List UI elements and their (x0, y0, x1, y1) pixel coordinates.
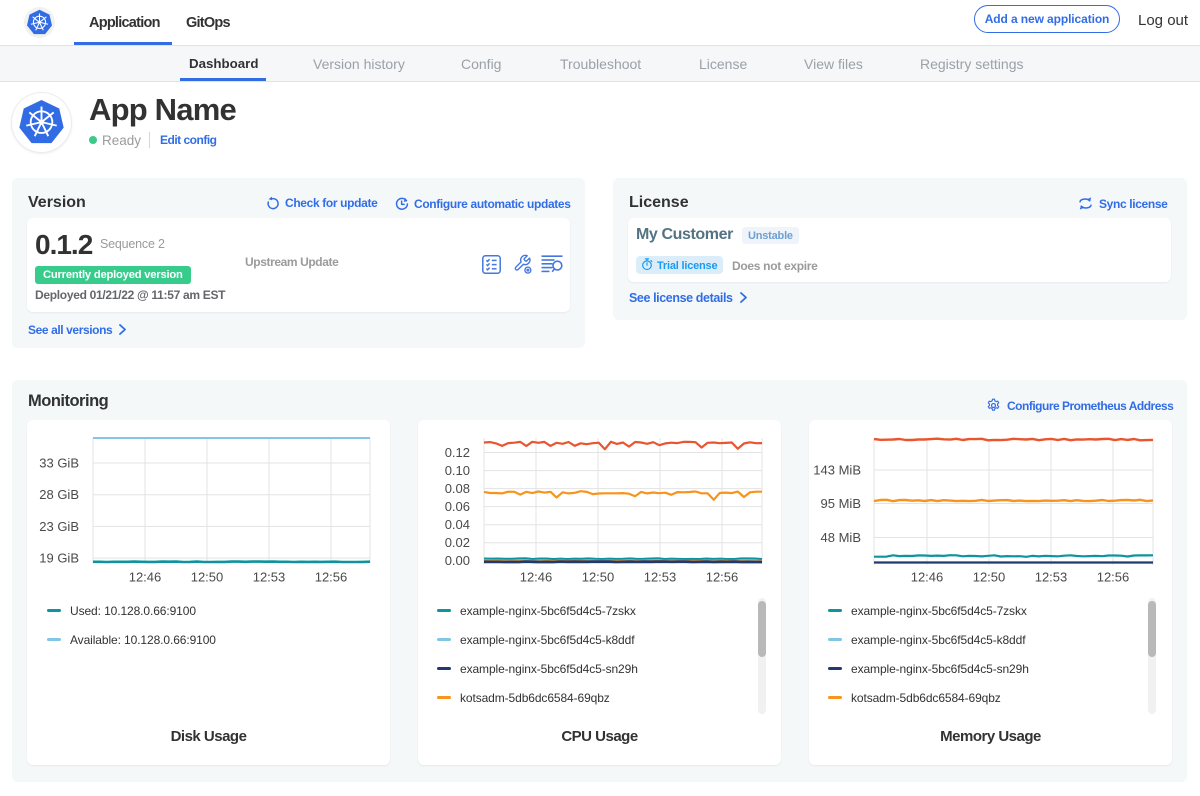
svg-text:48 MiB: 48 MiB (821, 530, 861, 545)
svg-text:0.00: 0.00 (445, 553, 470, 568)
svg-text:33 GiB: 33 GiB (39, 456, 79, 471)
svg-text:0.04: 0.04 (445, 517, 470, 532)
svg-text:12:50: 12:50 (582, 570, 615, 585)
svg-text:12:50: 12:50 (973, 570, 1006, 585)
svg-text:0.10: 0.10 (445, 463, 470, 478)
svg-text:143 MiB: 143 MiB (813, 463, 861, 478)
svg-text:12:46: 12:46 (911, 570, 944, 585)
svg-text:0.02: 0.02 (445, 535, 470, 550)
svg-text:12:56: 12:56 (706, 570, 739, 585)
svg-text:12:53: 12:53 (1035, 570, 1068, 585)
svg-text:19 GiB: 19 GiB (39, 551, 79, 566)
svg-text:0.06: 0.06 (445, 499, 470, 514)
svg-text:28 GiB: 28 GiB (39, 487, 79, 502)
svg-text:12:53: 12:53 (253, 570, 286, 585)
svg-text:0.08: 0.08 (445, 481, 470, 496)
svg-text:0.12: 0.12 (445, 445, 470, 460)
svg-text:12:46: 12:46 (520, 570, 553, 585)
svg-text:12:46: 12:46 (129, 570, 162, 585)
svg-text:12:56: 12:56 (315, 570, 348, 585)
svg-text:12:50: 12:50 (191, 570, 224, 585)
svg-text:23 GiB: 23 GiB (39, 519, 79, 534)
svg-text:95 MiB: 95 MiB (821, 496, 861, 511)
svg-text:12:53: 12:53 (644, 570, 677, 585)
svg-text:12:56: 12:56 (1097, 570, 1130, 585)
